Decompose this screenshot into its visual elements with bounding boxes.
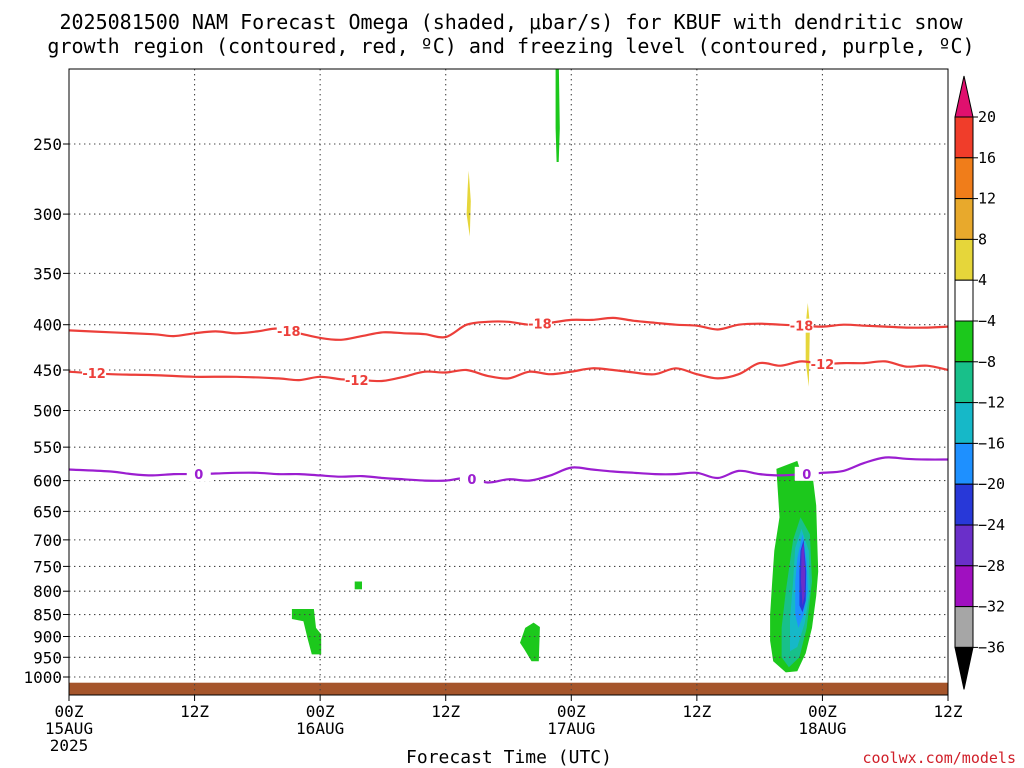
x-tick-label-72-1: 18AUG <box>798 719 846 738</box>
omega-shading <box>291 69 819 673</box>
temperature-contours: -18 -18 -18 -12 -12 -12 0 0 0 <box>68 316 949 488</box>
colorbar-tick-label-4: 4 <box>978 271 987 289</box>
x-tick-label-72-0: 00Z <box>808 702 837 721</box>
y-tick-label-900: 900 <box>33 627 62 646</box>
y-tick-label-750: 750 <box>33 557 62 576</box>
plot-frame <box>68 68 949 696</box>
x-tick-label-0-1: 15AUG <box>45 719 93 738</box>
contour-label--18-1: -18 <box>528 318 552 333</box>
colorbar-bin-10 <box>954 483 974 526</box>
contour-label-bg--12-1 <box>344 372 369 387</box>
colorbar-bin-13 <box>954 606 974 648</box>
omega-region-green-top-left <box>555 69 560 162</box>
y-tick-label-350: 350 <box>33 264 62 283</box>
colorbar-bin-8 <box>954 402 974 444</box>
colorbar-tick-label-2: 12 <box>978 190 996 208</box>
omega-colorbar: 20 16 12 8 4 −4 −8 −12 −16 −20 −24 −28 −32 −36 <box>954 75 1005 690</box>
omega-region-green-small-square <box>354 581 362 590</box>
colorbar-tick-label-0: 20 <box>978 108 996 126</box>
y-tick-label-700: 700 <box>33 531 62 550</box>
contour-label--12-1: -12 <box>345 374 369 389</box>
contour-label-bg--18-2 <box>789 318 814 333</box>
contour-label-bg-0-1 <box>459 472 484 487</box>
x-tick-label-24-0: 00Z <box>306 702 335 721</box>
chart-title-line2: growth region (contoured, red, ºC) and f… <box>47 34 974 58</box>
colorbar-triangle-bottom <box>954 646 974 690</box>
y-tick-label-550: 550 <box>33 438 62 457</box>
y-tick-label-500: 500 <box>33 402 62 421</box>
colorbar-tick-label-3: 8 <box>978 230 987 248</box>
y-tick-label-600: 600 <box>33 472 62 491</box>
omega-region-green-17aug-patch <box>520 622 540 662</box>
x-tick-label-84-0: 12Z <box>934 702 963 721</box>
x-tick-label-12-0: 12Z <box>180 702 209 721</box>
colorbar-tick-label-9: −20 <box>978 475 1005 493</box>
omega-region-purple-18aug <box>801 542 806 606</box>
colorbar-bin-5 <box>954 279 974 322</box>
contour-label--12-0: -12 <box>82 367 106 382</box>
colorbar-tick-label-13: −36 <box>978 638 1005 656</box>
dotted-grid <box>69 69 948 695</box>
y-axis: 250 300 350 400 450 500 550 600 650 700 750 800 850 9… <box>23 135 69 687</box>
contour-label-bg-0-2 <box>794 466 819 481</box>
colorbar-tick-label-7: −12 <box>978 394 1005 412</box>
colorbar-bin-9 <box>954 442 974 485</box>
x-tick-label-60-0: 12Z <box>682 702 711 721</box>
x-tick-label-48-1: 17AUG <box>547 719 595 738</box>
colorbar-tick-label-12: −32 <box>978 598 1005 616</box>
colorbar-bin-3 <box>954 198 974 240</box>
x-tick-label-48-0: 00Z <box>557 702 586 721</box>
colorbar-tick-label-11: −28 <box>978 557 1005 575</box>
y-tick-label-450: 450 <box>33 361 62 380</box>
colorbar-tick-label-1: 16 <box>978 149 996 167</box>
chart-title-line1: 2025081500 NAM Forecast Omega (shaded, μ… <box>59 10 963 34</box>
credit-text: coolwx.com/models <box>862 749 1016 767</box>
contour-label--18-2: -18 <box>790 320 814 335</box>
y-tick-label-950: 950 <box>33 648 62 667</box>
contour-label-0-2: 0 <box>802 468 811 483</box>
x-tick-label-24-1: 16AUG <box>296 719 344 738</box>
colorbar-tick-label-8: −16 <box>978 434 1005 452</box>
omega-region-yellow-upper <box>466 170 471 237</box>
contour-label--18-0: -18 <box>277 325 301 340</box>
y-tick-label-250: 250 <box>33 135 62 154</box>
colorbar-tick-label-6: −8 <box>978 353 996 371</box>
colorbar-bin-11 <box>954 524 974 567</box>
colorbar-bin-4 <box>954 238 974 281</box>
colorbar-bin-7 <box>954 361 974 404</box>
colorbar-triangle-top <box>954 75 974 118</box>
colorbar-tick-label-10: −24 <box>978 516 1005 534</box>
contour-label-bg-0-0 <box>186 467 211 482</box>
terrain-fill <box>69 682 948 695</box>
x-axis-label: Forecast Time (UTC) <box>406 747 612 768</box>
y-tick-label-850: 850 <box>33 606 62 625</box>
omega-region-yellow-near-18aug <box>805 303 810 387</box>
contour-label-bg--12-2 <box>810 356 835 371</box>
contour-line--18 <box>68 316 949 341</box>
contour-label--12-2: -12 <box>811 358 835 373</box>
colorbar-bin-2 <box>954 157 974 200</box>
y-tick-label-400: 400 <box>33 316 62 335</box>
contour-label-0-1: 0 <box>467 473 476 488</box>
contour-label-bg--12-0 <box>82 366 107 381</box>
colorbar-bin-1 <box>954 116 974 159</box>
x-tick-label-0-2: 2025 <box>50 736 89 755</box>
colorbar-bin-12 <box>954 565 974 608</box>
contour-label-0-0: 0 <box>194 468 203 483</box>
omega-region-green-16aug-patch <box>291 609 322 655</box>
contour-label-bg--18-0 <box>276 323 301 338</box>
colorbar-tick-label-5: −4 <box>978 312 996 330</box>
y-tick-label-800: 800 <box>33 582 62 601</box>
y-tick-label-300: 300 <box>33 205 62 224</box>
x-tick-label-0-0: 00Z <box>55 702 84 721</box>
y-tick-label-650: 650 <box>33 502 62 521</box>
terrain-shading <box>69 682 948 695</box>
y-tick-label-1000: 1000 <box>23 668 62 687</box>
x-tick-label-36-0: 12Z <box>431 702 460 721</box>
contour-label-bg--18-1 <box>527 316 552 331</box>
colorbar-bin-6 <box>954 320 974 363</box>
